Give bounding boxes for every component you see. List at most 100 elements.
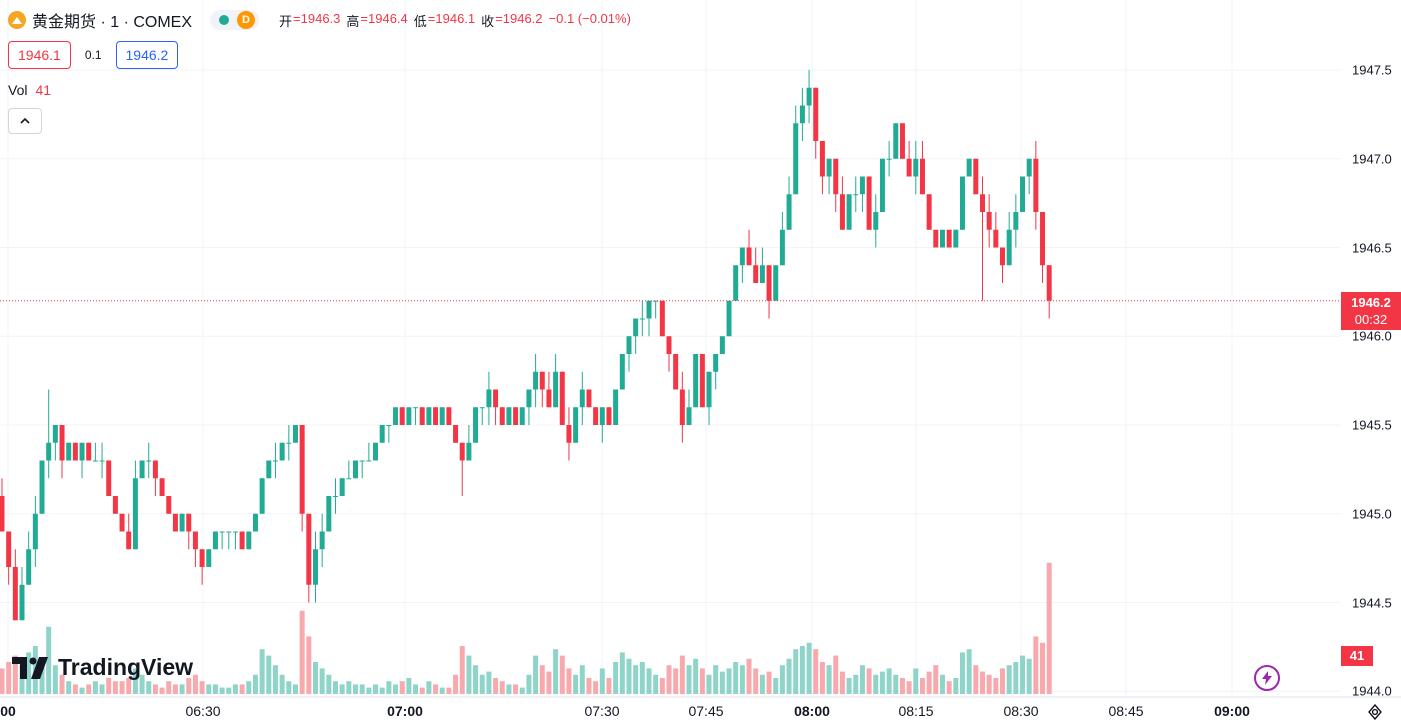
candle-body — [453, 425, 459, 443]
volume-bar — [186, 678, 192, 694]
candle-body — [272, 460, 278, 462]
lightning-icon[interactable] — [1254, 665, 1280, 691]
volume-bar — [279, 674, 285, 694]
market-open-dot-icon — [219, 15, 230, 25]
volume-bar — [226, 687, 232, 694]
volume-bar — [373, 684, 379, 694]
volume-bar — [1006, 665, 1012, 694]
volume-bar — [1000, 668, 1005, 694]
tradingview-mark-icon — [12, 656, 48, 679]
candle-body — [12, 567, 18, 621]
candle-body — [673, 354, 679, 390]
candle-body — [426, 407, 432, 425]
volume-bar — [786, 658, 792, 694]
candle-body — [906, 158, 912, 177]
candle-body — [639, 318, 645, 320]
volume-bar — [906, 681, 912, 694]
time-tick-label: 09:00 — [1214, 703, 1250, 719]
volume-bar — [72, 684, 78, 694]
candle-body — [679, 389, 685, 425]
tradingview-logo[interactable]: TradingView — [12, 654, 193, 681]
close-key: 收 — [481, 13, 495, 29]
candle-body — [873, 212, 879, 230]
candle-body — [533, 371, 539, 390]
collapse-legend-button[interactable] — [8, 108, 42, 134]
volume-bar — [699, 668, 705, 694]
candle-body — [319, 531, 325, 550]
candle-body — [393, 407, 399, 425]
candle-body — [79, 442, 85, 461]
volume-bar — [533, 655, 539, 694]
candle-body — [339, 478, 345, 496]
volume-bar — [899, 678, 905, 694]
volume-bar — [433, 684, 439, 694]
candle-body — [112, 496, 118, 514]
volume-bar — [519, 687, 525, 694]
candle-body — [199, 549, 205, 567]
candle-body — [619, 354, 625, 390]
volume-bar — [252, 674, 258, 694]
volume-bar — [379, 687, 385, 694]
candle-body — [919, 158, 925, 195]
candle-body — [312, 549, 318, 585]
volume-label: Vol — [8, 82, 28, 98]
volume-bar — [613, 662, 619, 694]
candle-body — [526, 389, 532, 408]
gear-icon[interactable] — [1365, 702, 1385, 722]
symbol-header: 黄金期货 · 1 · COMEX D 开 =1946.3 高 =1946.4 低 =1… — [8, 8, 631, 32]
volume-bar — [179, 684, 185, 694]
volume-bar — [339, 684, 345, 694]
ohlc-legend: 开 =1946.3 高 =1946.4 低 =1946.1 收 =1946.2 −0.1… — [279, 11, 631, 30]
high-value: =1946.4 — [360, 10, 408, 26]
symbol-title[interactable]: 黄金期货 · 1 · COMEX — [32, 14, 193, 31]
volume-bar — [19, 665, 25, 694]
candle-body — [699, 354, 705, 408]
buy-price-button[interactable]: 1946.2 — [115, 41, 179, 69]
candle-body — [879, 158, 885, 212]
candle-body — [859, 176, 865, 195]
volume-bar — [1020, 655, 1026, 694]
volume-value: 41 — [35, 82, 52, 98]
close-value: =1946.2 — [495, 10, 543, 26]
volume-bar — [366, 687, 372, 694]
candle-body — [666, 336, 672, 354]
volume-bar — [653, 674, 659, 694]
time-tick-label: 08:45 — [1108, 703, 1144, 719]
candle-body — [212, 531, 218, 550]
chart-grid — [0, 0, 1341, 697]
candle-body — [379, 425, 385, 443]
volume-bar — [66, 681, 72, 694]
candle-body — [333, 496, 338, 497]
candle-body — [599, 407, 605, 425]
candle-body — [693, 354, 699, 408]
volume-bar — [506, 684, 512, 694]
volume-bar — [146, 681, 152, 694]
volume-bar — [439, 687, 445, 694]
volume-bar — [473, 665, 479, 694]
time-tick-label: 08:15 — [898, 703, 934, 719]
market-status[interactable]: D — [210, 10, 260, 30]
volume-bar — [286, 681, 292, 694]
volume-bar — [973, 665, 979, 694]
candle-body — [986, 212, 992, 230]
time-tick-label: 06:30 — [185, 703, 221, 719]
volume-bar — [573, 674, 579, 694]
volume-bar — [553, 649, 559, 694]
volume-bar — [126, 678, 132, 694]
open-value: =1946.3 — [293, 10, 341, 26]
sell-price-button[interactable]: 1946.1 — [8, 41, 71, 69]
gold-logo-icon[interactable] — [8, 11, 26, 29]
volume-bar — [986, 674, 992, 694]
volume-bar — [46, 626, 52, 694]
candle-body — [219, 531, 225, 533]
candle-body — [132, 478, 138, 550]
candle-body — [726, 300, 732, 337]
candle-body — [893, 123, 899, 159]
candle-body — [833, 158, 839, 195]
candle-body — [386, 425, 392, 426]
volume-bar — [272, 665, 278, 694]
volume-bar — [232, 684, 238, 694]
candle-body — [39, 460, 45, 514]
volume-bar — [739, 665, 745, 694]
